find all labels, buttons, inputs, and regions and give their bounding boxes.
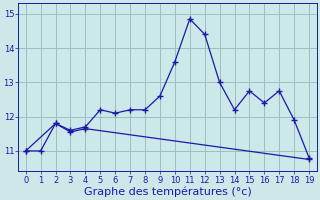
X-axis label: Graphe des températures (°c): Graphe des températures (°c) [84,186,251,197]
